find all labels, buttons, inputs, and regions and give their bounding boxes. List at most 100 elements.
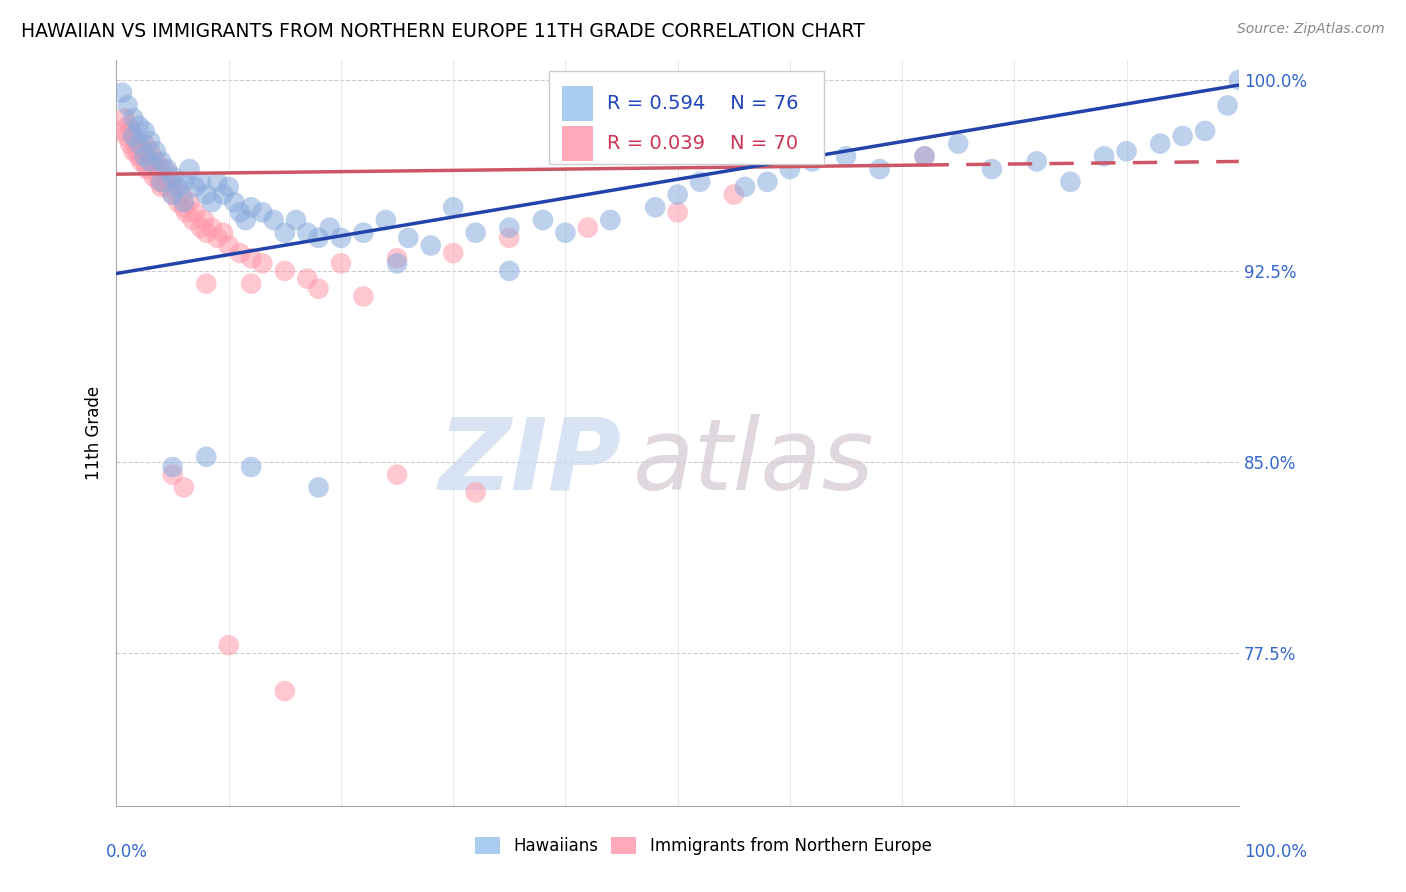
Point [666,187,689,202]
Point [111,124,134,138]
Point [173,200,195,214]
Point [274,684,297,698]
Point [162,187,184,202]
Point [235,213,257,227]
Point [156,162,179,177]
Point [869,162,891,177]
Point [111,86,134,100]
Point [329,231,352,245]
Point [464,226,486,240]
Point [134,149,156,163]
Point [141,154,163,169]
Point [723,187,745,202]
Point [385,256,408,270]
Y-axis label: 11th Grade: 11th Grade [86,385,103,480]
Point [218,638,240,652]
Point [146,162,169,177]
Text: ZIP: ZIP [439,414,621,511]
Point [162,467,184,482]
Point [134,124,156,138]
Point [218,238,240,252]
Text: Source: ZipAtlas.com: Source: ZipAtlas.com [1237,22,1385,37]
Point [159,175,181,189]
Point [297,271,319,285]
Point [441,200,464,214]
Point [666,205,689,219]
Point [135,162,157,177]
Point [285,213,308,227]
Point [914,149,936,163]
Point [1025,154,1047,169]
Point [139,162,162,177]
Point [145,154,167,169]
Point [554,226,576,240]
Point [156,180,179,194]
Point [115,128,138,143]
Point [136,149,159,163]
FancyBboxPatch shape [548,70,824,164]
Point [129,154,152,169]
Point [128,136,150,151]
Text: R = 0.039    N = 70: R = 0.039 N = 70 [607,134,799,153]
Point [498,220,520,235]
Point [162,460,184,475]
Text: 100.0%: 100.0% [1244,843,1308,861]
Point [1092,149,1115,163]
Point [1216,98,1239,112]
Point [170,187,193,202]
Point [263,213,285,227]
Point [117,119,139,133]
Point [385,467,408,482]
Point [576,220,599,235]
Point [139,145,162,159]
Point [1194,124,1216,138]
Point [207,175,229,189]
Point [329,256,352,270]
Point [689,175,711,189]
Text: R = 0.594    N = 76: R = 0.594 N = 76 [607,94,799,113]
Point [167,180,190,194]
Point [252,205,274,219]
Point [184,180,207,194]
Point [145,145,167,159]
Point [308,480,330,494]
Point [120,124,142,138]
Point [195,187,218,202]
Point [1149,136,1171,151]
Point [128,119,150,133]
Point [173,480,195,494]
Point [229,205,252,219]
Point [274,264,297,278]
Point [173,195,195,210]
Point [142,169,165,184]
Point [128,136,150,151]
Point [441,246,464,260]
Point [201,195,224,210]
Text: atlas: atlas [633,414,875,511]
Point [734,180,756,194]
Point [150,175,173,189]
Point [319,220,342,235]
Point [1227,73,1250,87]
Point [914,149,936,163]
Point [240,277,263,291]
Point [207,231,229,245]
Point [173,175,195,189]
Point [980,162,1002,177]
Point [396,231,419,245]
Point [229,246,252,260]
Point [308,282,330,296]
Point [139,134,162,148]
Point [134,136,156,151]
Point [224,195,246,210]
Point [374,213,396,227]
FancyBboxPatch shape [562,126,593,161]
Point [139,154,162,169]
Point [297,226,319,240]
Point [201,220,224,235]
Point [835,149,858,163]
Point [122,145,145,159]
Text: HAWAIIAN VS IMMIGRANTS FROM NORTHERN EUROPE 11TH GRADE CORRELATION CHART: HAWAIIAN VS IMMIGRANTS FROM NORTHERN EUR… [21,22,865,41]
Point [152,169,174,184]
Point [212,226,235,240]
